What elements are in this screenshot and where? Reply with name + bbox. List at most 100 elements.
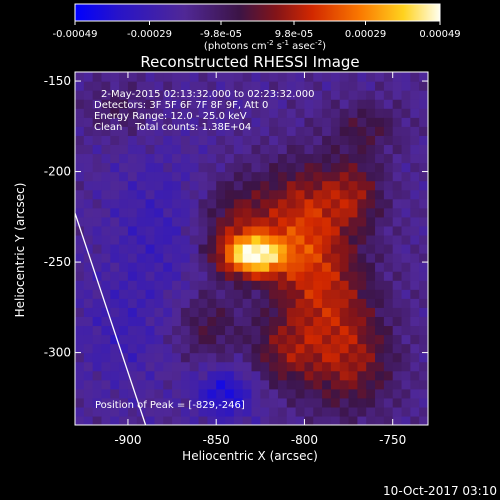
- heatmap-cell: [163, 198, 173, 209]
- heatmap-cell: [383, 243, 394, 254]
- heatmap-cell: [375, 126, 385, 136]
- heatmap-cell: [136, 289, 147, 299]
- heatmap-cell: [348, 253, 358, 263]
- heatmap-cell: [366, 108, 376, 118]
- heatmap-cell: [198, 253, 208, 263]
- heatmap-cell: [225, 361, 235, 372]
- heatmap-cell: [119, 253, 129, 263]
- heatmap-cell: [233, 325, 244, 336]
- heatmap-cell: [75, 370, 85, 381]
- heatmap-cell: [401, 370, 411, 381]
- heatmap-cell: [145, 207, 156, 218]
- heatmap-cell: [136, 397, 147, 408]
- heatmap-cell: [322, 316, 332, 327]
- heatmap-cell: [172, 262, 182, 272]
- heatmap-cell: [401, 361, 411, 372]
- heatmap-cell: [322, 108, 332, 118]
- heatmap-cell: [92, 216, 103, 227]
- heatmap-cell: [233, 135, 244, 146]
- heatmap-cell: [189, 388, 200, 399]
- heatmap-cell: [127, 234, 138, 245]
- heatmap-cell: [348, 234, 358, 245]
- heatmap-cell: [366, 361, 376, 372]
- heatmap-cell: [83, 370, 94, 381]
- heatmap-cell: [401, 280, 411, 290]
- heatmap-cell: [410, 298, 420, 308]
- heatmap-cell: [127, 289, 138, 299]
- heatmap-cell: [375, 334, 385, 345]
- heatmap-cell: [383, 280, 394, 290]
- plot-frame: [74, 71, 429, 426]
- heatmap-cell: [375, 90, 385, 100]
- heatmap-cell: [233, 352, 244, 363]
- heatmap-cell: [330, 307, 341, 317]
- heatmap-cell: [269, 370, 279, 381]
- heatmap-cell: [198, 90, 208, 100]
- heatmap-cell: [92, 262, 103, 272]
- heatmap-cell: [163, 153, 173, 164]
- heatmap-cell: [348, 81, 358, 91]
- heatmap-cell: [366, 280, 376, 290]
- heatmap-cell: [383, 189, 394, 200]
- heatmap-cell: [260, 126, 270, 136]
- heatmap-cell: [277, 271, 288, 281]
- heatmap-cell: [383, 271, 394, 281]
- heatmap-cell: [339, 225, 350, 236]
- heatmap-cell: [330, 90, 341, 100]
- heatmap-cell: [83, 307, 94, 317]
- heatmap-cell: [225, 180, 235, 191]
- colorbar-tick-label: 0.00049: [419, 29, 460, 40]
- heatmap-cell: [207, 316, 217, 327]
- heatmap-cell: [304, 262, 314, 272]
- heatmap-cell: [366, 216, 376, 227]
- heatmap-cell: [392, 180, 403, 191]
- heatmap-cell: [83, 216, 94, 227]
- heatmap-cell: [163, 262, 173, 272]
- heatmap-cell: [366, 334, 376, 345]
- heatmap-cell: [286, 262, 297, 272]
- heatmap-cell: [357, 307, 367, 317]
- heatmap-cell: [410, 225, 420, 236]
- heatmap-cell: [260, 406, 270, 417]
- heatmap-cell: [304, 361, 314, 372]
- heatmap-cell: [357, 361, 367, 372]
- heatmap-cell: [110, 135, 120, 146]
- heatmap-cell: [216, 361, 226, 372]
- heatmap-cell: [180, 135, 191, 146]
- heatmap-cell: [401, 406, 411, 417]
- heatmap-cell: [92, 298, 103, 308]
- heatmap-cell: [401, 325, 411, 336]
- heatmap-cell: [216, 289, 226, 299]
- heatmap-cell: [260, 262, 270, 272]
- heatmap-cell: [75, 334, 85, 345]
- heatmap-cell: [216, 271, 226, 281]
- heatmap-cell: [101, 397, 111, 408]
- heatmap-cell: [83, 298, 94, 308]
- heatmap-cell: [286, 388, 297, 399]
- heatmap-cell: [260, 144, 270, 155]
- heatmap-cell: [180, 307, 191, 317]
- heatmap-cell: [304, 298, 314, 308]
- heatmap-cell: [375, 72, 385, 82]
- heatmap-cell: [313, 72, 323, 82]
- heatmap-cell: [189, 352, 200, 363]
- heatmap-cell: [357, 316, 367, 327]
- heatmap-cell: [110, 397, 120, 408]
- heatmap-cell: [339, 153, 350, 164]
- heatmap-cell: [225, 135, 235, 146]
- heatmap-cell: [304, 171, 314, 182]
- heatmap-cell: [225, 280, 235, 290]
- heatmap-cell: [233, 298, 244, 308]
- heatmap-cell: [180, 388, 191, 399]
- heatmap-cell: [163, 415, 173, 425]
- x-tick-label: -750: [379, 433, 406, 447]
- heatmap-cell: [225, 153, 235, 164]
- heatmap-cell: [419, 343, 428, 354]
- heatmap-cell: [392, 153, 403, 164]
- heatmap-cell: [251, 135, 261, 146]
- heatmap-cell: [366, 162, 376, 173]
- heatmap-cell: [286, 198, 297, 209]
- heatmap-cell: [410, 117, 420, 127]
- heatmap-cell: [348, 243, 358, 254]
- heatmap-cell: [286, 243, 297, 254]
